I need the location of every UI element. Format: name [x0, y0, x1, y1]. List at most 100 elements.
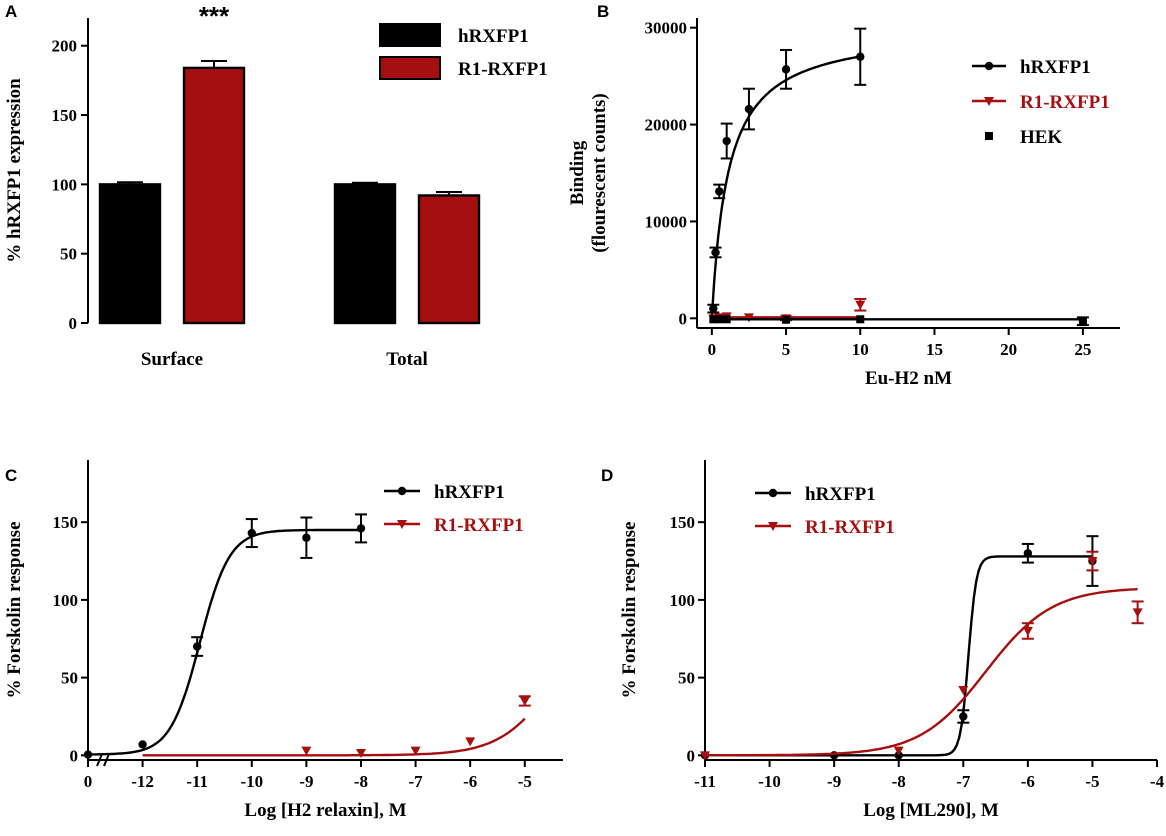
- bar-hrxfp1-total: [333, 183, 397, 325]
- data-point-hek: [722, 315, 731, 324]
- x-tick-label: -11: [694, 772, 716, 791]
- data-point-hrxfp1: [959, 712, 968, 721]
- y-tick-label: 150: [670, 513, 696, 532]
- x-tick-label: -11: [186, 772, 208, 791]
- fit-curve-r1-rxfp1: [705, 587, 1138, 757]
- bar-r1-rxfp1-total: [417, 194, 481, 325]
- legend-marker-r1-rxfp1: [768, 522, 778, 531]
- data-point-hrxfp1: [709, 304, 718, 313]
- data-point-r1-rxfp1: [519, 696, 530, 706]
- x-tick-label: -7: [409, 772, 424, 791]
- data-point-hrxfp1: [356, 524, 366, 533]
- axis-break-mark: [96, 753, 103, 767]
- x-tick-label: -5: [518, 772, 532, 791]
- x-category-label: Surface: [141, 349, 203, 370]
- legend-marker-hek: [985, 132, 993, 140]
- fit-curve-r1-rxfp1: [142, 717, 526, 757]
- data-point-r1-rxfp1: [743, 313, 754, 323]
- y-tick-label: 0: [687, 746, 696, 765]
- x-tick-label: -12: [131, 772, 154, 791]
- legend-marker-r1-rxfp1: [984, 97, 994, 106]
- y-tick-label: 10000: [645, 212, 688, 231]
- legend-label: R1-RXFP1: [805, 517, 895, 538]
- legend-swatch-hrxfp1: [379, 23, 441, 47]
- y-tick-label: 200: [52, 37, 78, 56]
- panel-letter-d: D: [601, 466, 613, 485]
- x-tick-label-zero: 0: [84, 772, 93, 791]
- x-tick-label: 0: [708, 340, 717, 359]
- y-tick-label: 150: [53, 513, 79, 532]
- data-point-r1-rxfp1: [1132, 608, 1143, 618]
- data-point-r1-rxfp1: [1022, 626, 1033, 636]
- x-category-label: Total: [386, 349, 428, 370]
- x-tick-label: -9: [299, 772, 313, 791]
- legend-marker-hrxfp1: [768, 488, 778, 498]
- x-tick-label: -6: [463, 772, 477, 791]
- data-point-hrxfp1: [711, 248, 720, 257]
- data-point-hrxfp1: [1023, 549, 1033, 558]
- axis-break-mark: [103, 753, 110, 767]
- panel-d: D 0 50 100 150 -11 -10 -9 -8 -7 -6 -5 -4 Log [ML290],…: [601, 460, 1165, 821]
- legend-label: R1-RXFP1: [1020, 92, 1110, 113]
- panel-letter-b: B: [597, 2, 609, 21]
- data-point-hek: [1078, 317, 1087, 326]
- x-tick-label: -5: [1085, 772, 1099, 791]
- legend-marker-r1-rxfp1: [397, 520, 407, 529]
- y-axis-title-line: (flourescent counts): [589, 93, 610, 253]
- legend-label: HEK: [1020, 127, 1062, 148]
- legend-marker-hrxfp1: [984, 61, 994, 71]
- x-tick-label: -6: [1021, 772, 1035, 791]
- y-tick-label: 100: [52, 175, 78, 194]
- x-axis-title: Log [H2 relaxin], M: [244, 800, 406, 821]
- data-point-r1-rxfp1: [958, 686, 969, 696]
- fit-curve-hrxfp1: [710, 55, 861, 319]
- x-tick-label: 15: [926, 340, 943, 359]
- y-axis-title-line: Binding: [567, 140, 588, 205]
- data-point-hek: [715, 315, 724, 324]
- data-point-hrxfp1: [781, 65, 791, 74]
- data-point-r1-rxfp1: [355, 749, 366, 759]
- x-tick-label: -7: [956, 772, 971, 791]
- legend-label: R1-RXFP1: [458, 59, 548, 80]
- x-tick-label: 25: [1074, 340, 1091, 359]
- legend-marker-hrxfp1: [397, 486, 407, 496]
- y-tick-label: 100: [670, 591, 696, 610]
- legend-label: hRXFP1: [1020, 57, 1091, 78]
- x-tick-label: -8: [892, 772, 906, 791]
- x-tick-label: -8: [354, 772, 368, 791]
- data-point-r1-rxfp1: [700, 751, 710, 761]
- data-point-r1-rxfp1: [301, 746, 312, 756]
- legend-label: hRXFP1: [805, 484, 876, 505]
- data-point-r1-rxfp1: [410, 746, 421, 756]
- x-tick-label: -9: [827, 772, 841, 791]
- y-tick-label: 50: [678, 669, 695, 688]
- y-tick-label: 50: [61, 669, 78, 688]
- data-point-hrxfp1: [138, 740, 147, 749]
- y-tick-label: 0: [69, 314, 78, 333]
- data-point-r1-rxfp1: [855, 300, 866, 310]
- y-tick-label: 50: [60, 245, 77, 264]
- x-tick-label: -10: [240, 772, 263, 791]
- legend-label: R1-RXFP1: [434, 515, 524, 536]
- y-tick-label: 30000: [645, 19, 688, 38]
- data-point-hrxfp1: [744, 104, 754, 114]
- x-tick-label: -4: [1150, 772, 1165, 791]
- legend-label: hRXFP1: [434, 482, 505, 503]
- bar-hrxfp1-surface: [98, 183, 162, 325]
- panel-letter-a: A: [5, 2, 17, 21]
- data-point-r1-rxfp1: [893, 746, 904, 756]
- x-tick-label: -10: [758, 772, 781, 791]
- significance-label: ***: [199, 1, 230, 31]
- data-point-hrxfp1: [192, 642, 202, 651]
- bar-r1-rxfp1-surface: [182, 66, 246, 325]
- panel-b: B 0 10000 20000 30000 0 5 10 15 20 25 Eu-H2 nM Bindi…: [567, 2, 1120, 389]
- y-axis-title: % hRXFP1 expression: [4, 78, 25, 263]
- legend-swatch-r1-rxfp1: [379, 56, 441, 80]
- panel-a: A 0 50 100 150 200 % hRXFP1 expression Surface T…: [4, 1, 548, 370]
- x-tick-label: 10: [852, 340, 869, 359]
- x-axis-title: Eu-H2 nM: [865, 368, 952, 389]
- y-tick-label: 0: [679, 309, 688, 328]
- data-point-hrxfp1: [247, 528, 256, 538]
- data-point-hrxfp1: [302, 533, 311, 542]
